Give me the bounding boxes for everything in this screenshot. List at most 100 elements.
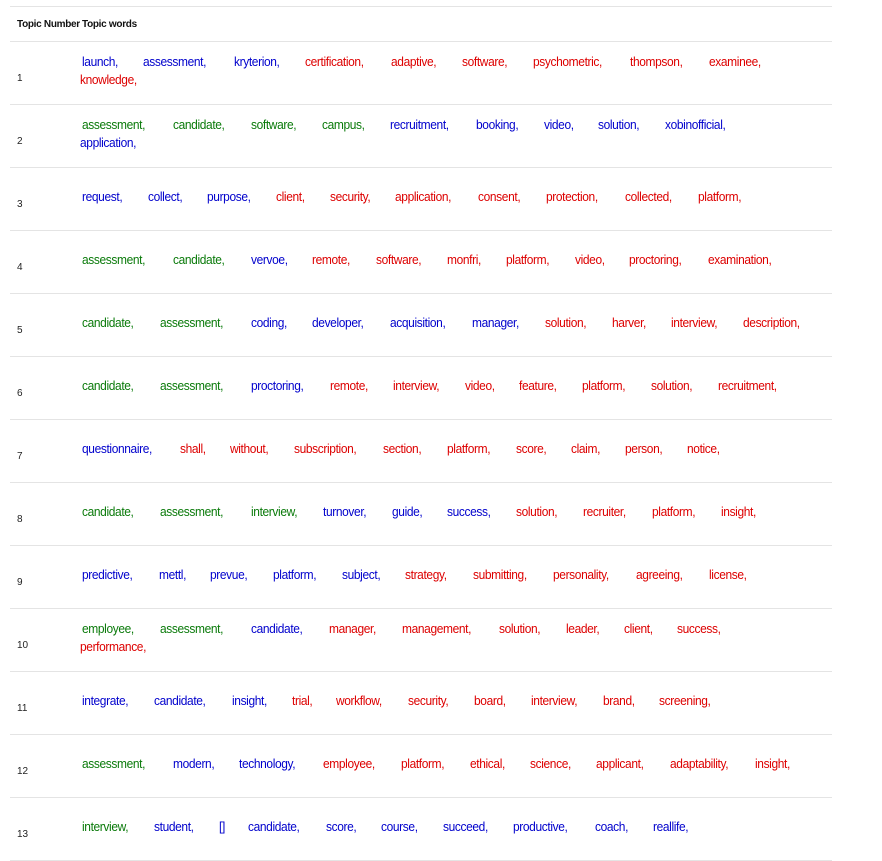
- topic-word: insight,: [232, 693, 268, 708]
- topic-word: collect,: [147, 189, 183, 204]
- topic-word: solution,: [516, 504, 558, 519]
- topic-word: collected,: [624, 189, 672, 204]
- topic-word: platform,: [447, 441, 491, 456]
- topic-word: productive,: [513, 819, 568, 834]
- topic-word: submitting,: [472, 567, 527, 582]
- topic-word: knowledge,: [80, 72, 137, 87]
- topic-word: feature,: [519, 378, 558, 393]
- topic-word: assessment,: [82, 756, 146, 771]
- topic-word: assessment,: [160, 315, 224, 330]
- topic-word: candidate,: [82, 315, 134, 330]
- topic-word: application,: [395, 189, 452, 204]
- topic-word: agreeing,: [635, 567, 683, 582]
- topic-word: software,: [375, 252, 422, 267]
- table-row: 7 questionnaire, shall, without, subscriptio…: [10, 419, 832, 483]
- topic-number-cell: 2: [10, 104, 82, 168]
- topic-word: insight,: [755, 756, 791, 771]
- table-row: 5 candidate, assessment, coding, developer, a…: [10, 293, 832, 357]
- topic-number-cell: 3: [10, 167, 82, 231]
- topic-word: employee,: [322, 756, 375, 771]
- topic-word: assessment,: [82, 117, 146, 132]
- topic-word: person,: [624, 441, 663, 456]
- topic-word: solution,: [499, 621, 541, 636]
- topic-number-cell: 8: [10, 482, 82, 546]
- topic-word: booking,: [475, 117, 519, 132]
- topic-words-cell: candidate, assessment, coding, developer, ac…: [82, 293, 832, 357]
- topic-word: launch,: [82, 54, 118, 69]
- topic-word: turnover,: [322, 504, 367, 519]
- topic-word: campus,: [321, 117, 365, 132]
- topic-word: certification,: [305, 54, 364, 69]
- topic-word: science,: [529, 756, 571, 771]
- topic-word: security,: [408, 693, 449, 708]
- topic-word: trial,: [292, 693, 313, 708]
- topic-words-cell: predictive, mettl, prevue, platform, subject…: [82, 545, 832, 609]
- table-row: 2 assessment, candidate, software, campus, re…: [10, 104, 832, 168]
- table-row: 3 request, collect, purpose, client, security…: [10, 167, 832, 231]
- topic-word: adaptive,: [390, 54, 437, 69]
- topic-number-cell: 9: [10, 545, 82, 609]
- topic-word: platform,: [401, 756, 445, 771]
- topic-word: succeed,: [442, 819, 488, 834]
- topic-word: candidate,: [172, 117, 225, 132]
- table-row: 6 candidate, assessment, proctoring, remote,…: [10, 356, 832, 420]
- topic-word: leader,: [565, 621, 600, 636]
- topic-word: interview,: [530, 693, 578, 708]
- topic-word: platform,: [651, 504, 696, 519]
- topic-number-cell: 13: [10, 797, 82, 861]
- topic-word: prevue,: [210, 567, 248, 582]
- topic-word: claim,: [571, 441, 601, 456]
- topic-word: description,: [742, 315, 800, 330]
- topic-word: guide,: [391, 504, 423, 519]
- topic-word: shall,: [180, 441, 206, 456]
- topic-word: consent,: [478, 189, 521, 204]
- topic-word: assessment,: [160, 504, 224, 519]
- topic-number-cell: 4: [10, 230, 82, 294]
- topic-word: vervoe,: [250, 252, 288, 267]
- topic-words-cell: request, collect, purpose, client, security,…: [82, 167, 832, 231]
- topic-word: platform,: [505, 252, 550, 267]
- header-topic-words: Topic words: [82, 6, 832, 42]
- table-row: 4 assessment, candidate, vervoe, remote, soft…: [10, 230, 832, 294]
- topic-table-container: Topic Number Topic words 1 launch, assessm…: [10, 6, 832, 861]
- table-row: 11 integrate, candidate, insight, trial, work…: [10, 671, 832, 735]
- topic-word: management,: [401, 621, 472, 636]
- topic-words-cell: candidate, assessment, interview, turnover,…: [82, 482, 832, 546]
- topic-number-cell: 7: [10, 419, 82, 483]
- topic-word: software,: [250, 117, 297, 132]
- topic-word: brand,: [602, 693, 635, 708]
- topic-table-body: 1 launch, assessment, kryterion, certificati…: [10, 41, 832, 861]
- topic-word: recruitment,: [390, 117, 449, 132]
- topic-word: ethical,: [469, 756, 505, 771]
- topic-word: proctoring,: [250, 378, 304, 393]
- topic-word: developer,: [311, 315, 364, 330]
- topic-word: student,: [154, 819, 194, 834]
- topic-word: board,: [474, 693, 506, 708]
- topic-number-cell: 1: [10, 41, 82, 105]
- header-row: Topic Number Topic words: [10, 6, 832, 42]
- topic-table: Topic Number Topic words 1 launch, assessm…: [10, 6, 832, 861]
- topic-word: screening,: [659, 693, 711, 708]
- topic-word: strategy,: [405, 567, 448, 582]
- topic-words-cell: launch, assessment, kryterion, certificatio…: [80, 41, 832, 105]
- topic-word: interview,: [392, 378, 440, 393]
- topic-word: security,: [329, 189, 371, 204]
- topic-word: technology,: [239, 756, 296, 771]
- topic-words-cell: candidate, assessment, proctoring, remote, i…: [82, 356, 832, 420]
- topic-word: harver,: [611, 315, 646, 330]
- topic-words-cell: employee, assessment, candidate, manager, ma…: [80, 608, 832, 672]
- topic-word: performance,: [80, 639, 147, 654]
- topic-word: solution,: [598, 117, 640, 132]
- topic-word: subject,: [341, 567, 381, 582]
- topic-word: psychometric,: [533, 54, 603, 69]
- topic-word: protection,: [546, 189, 599, 204]
- topic-word: video,: [574, 252, 605, 267]
- topic-word: request,: [82, 189, 123, 204]
- topic-word: video,: [465, 378, 495, 393]
- topic-word: candidate,: [82, 378, 134, 393]
- topic-word: interview,: [82, 819, 129, 834]
- topic-word: employee,: [82, 621, 134, 636]
- topic-word: predictive,: [82, 567, 133, 582]
- topic-word: course,: [380, 819, 418, 834]
- topic-word: candidate,: [247, 819, 300, 834]
